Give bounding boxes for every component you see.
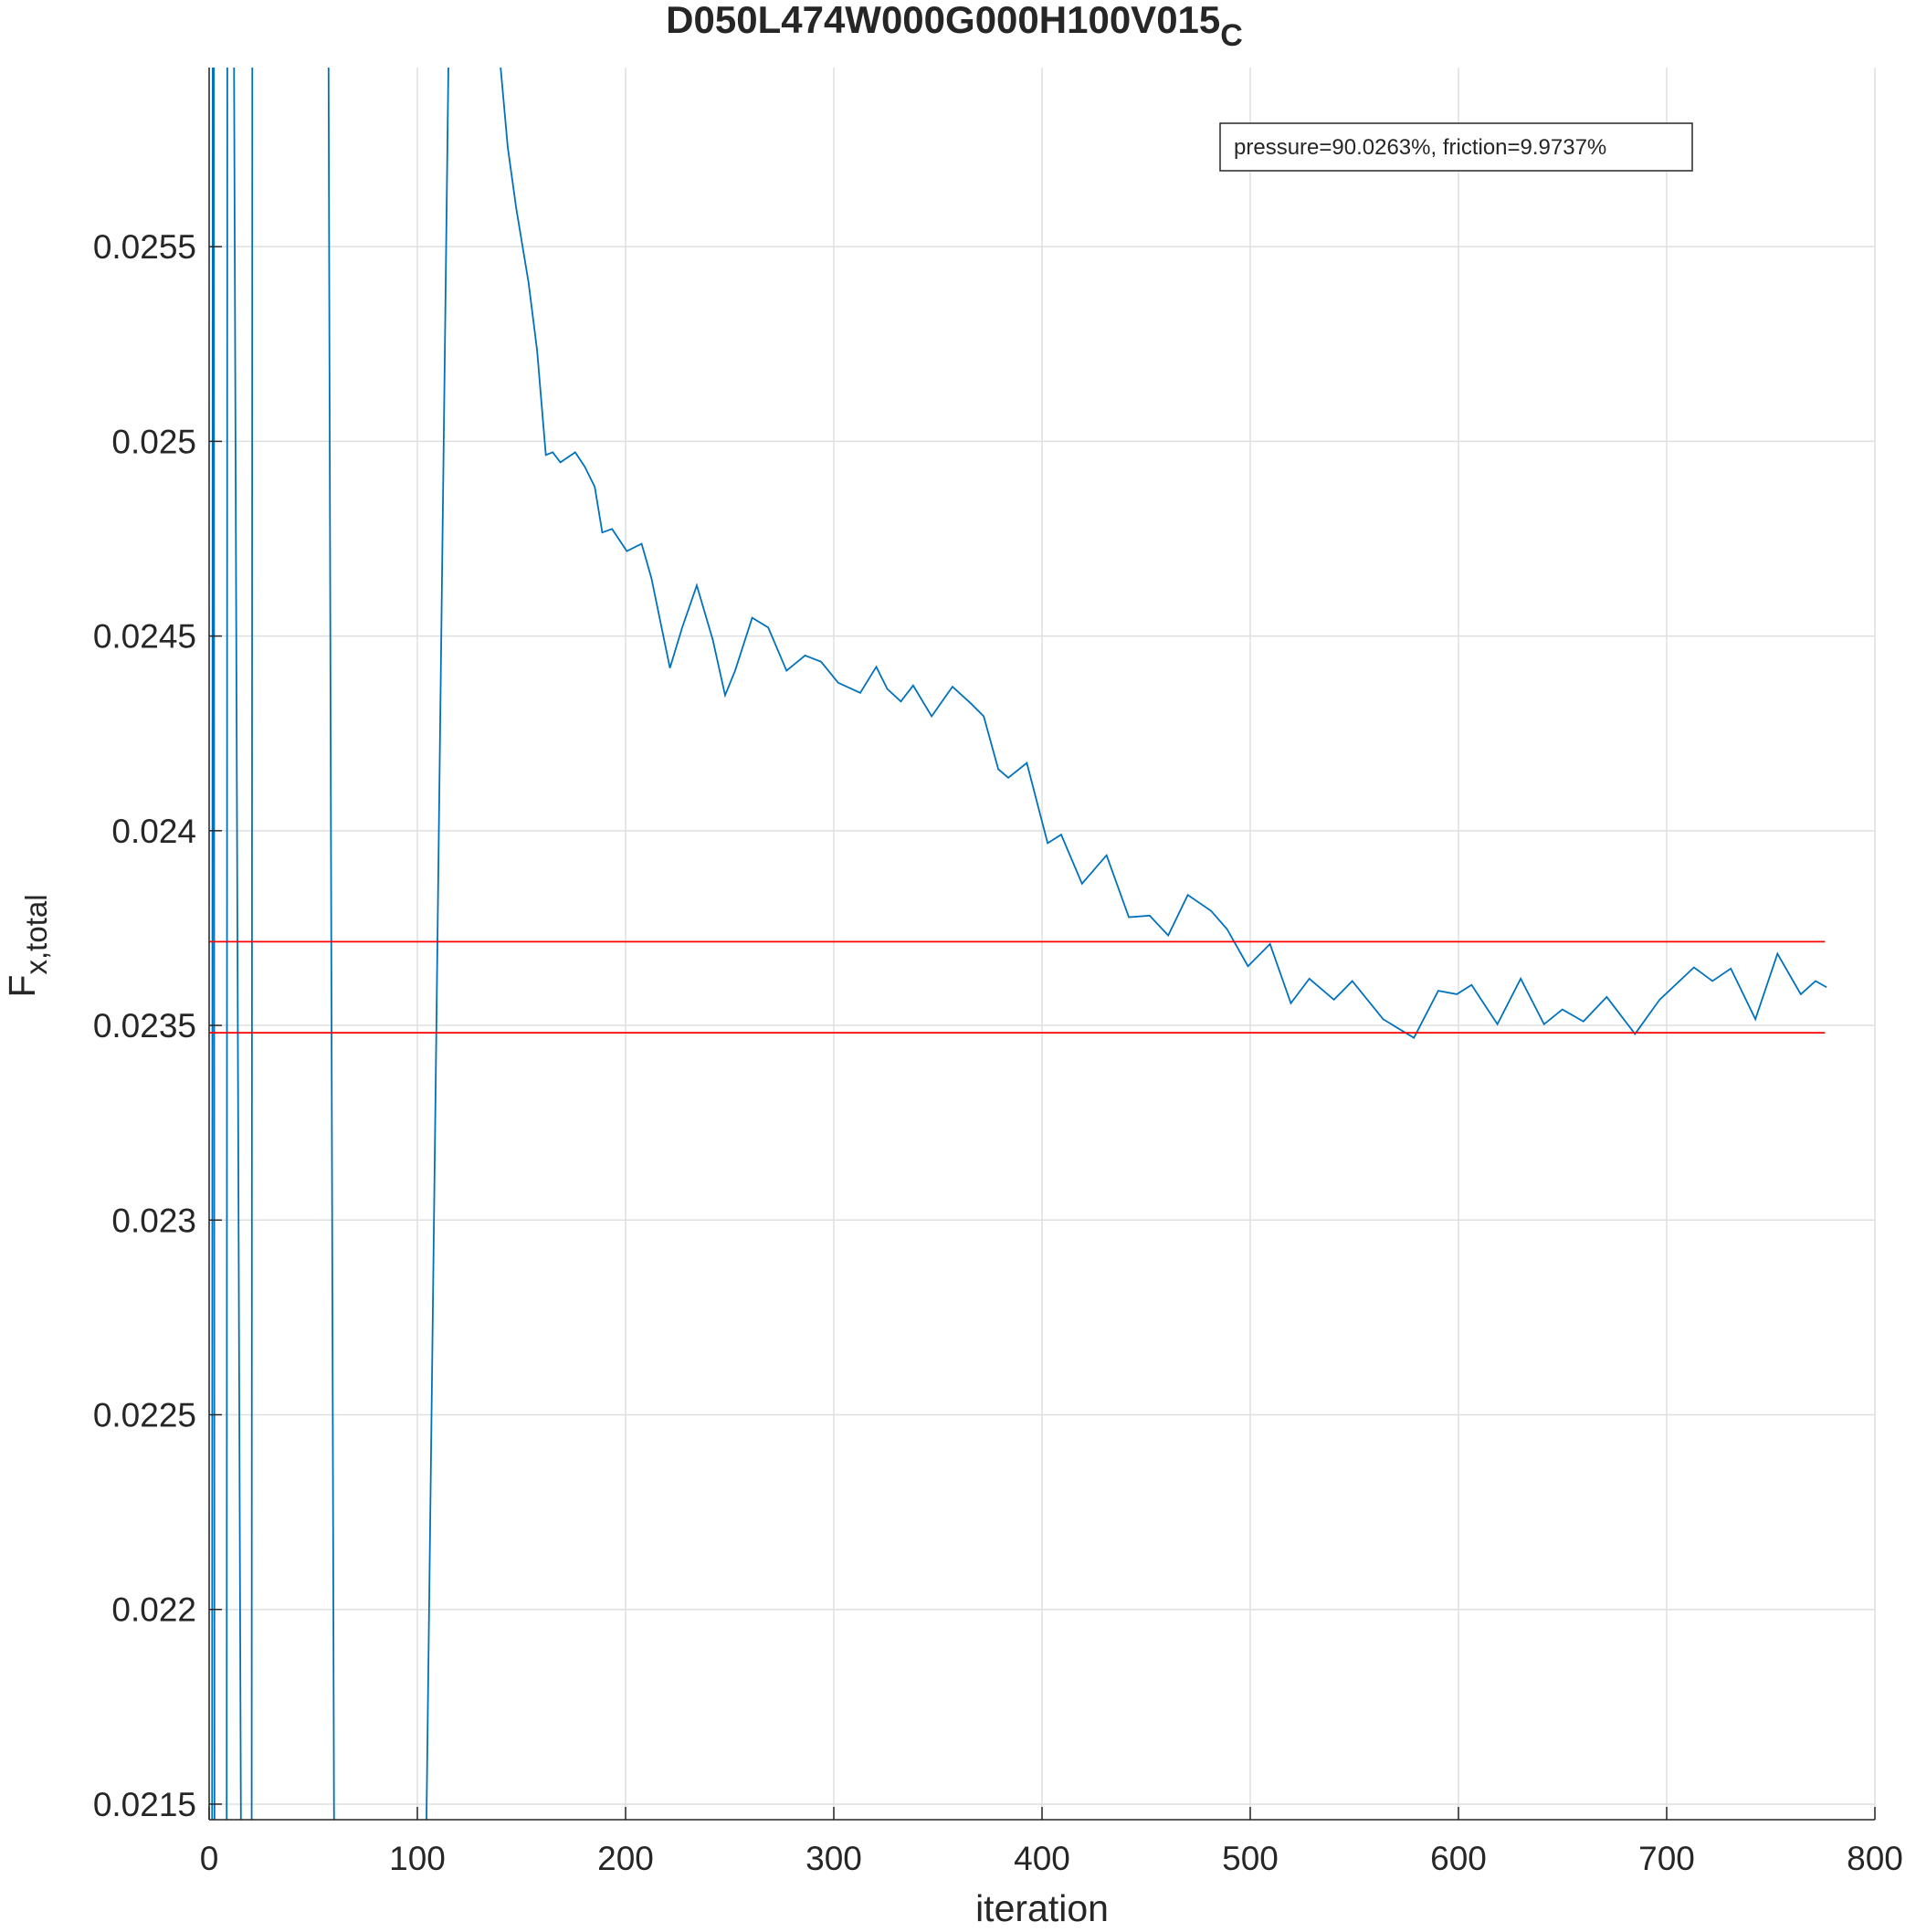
data-line (211, 68, 1827, 1820)
y-tick-label: 0.0215 (93, 1786, 196, 1823)
y-tick-label: 0.0225 (93, 1396, 196, 1433)
y-tick-label: 0.0255 (93, 228, 196, 266)
x-tick-label: 400 (1014, 1840, 1070, 1877)
axes: 0 100 200 300 400 500 600 700 800 0.0215 0.022 0.02… (93, 68, 1903, 1877)
x-axis-label: iteration (975, 1887, 1109, 1929)
x-tick-label: 700 (1638, 1840, 1695, 1877)
y-tick-label: 0.0245 (93, 618, 196, 656)
x-tick-label: 600 (1430, 1840, 1487, 1877)
annotation-box (1219, 122, 1693, 172)
x-tick-label: 300 (805, 1840, 862, 1877)
title-subscript: C (1220, 18, 1243, 53)
y-tick-label: 0.025 (111, 423, 196, 460)
y-label-main: F (1, 975, 43, 998)
title-main: D050L474W000G000H100V015 (666, 0, 1220, 41)
x-tick-label: 800 (1847, 1840, 1903, 1877)
y-tick-label: 0.023 (111, 1202, 196, 1239)
y-tick-label: 0.022 (111, 1591, 196, 1629)
y-label-subscript: x,total (19, 894, 53, 974)
plot-area (209, 68, 1827, 1820)
x-tick-label: 0 (200, 1840, 219, 1877)
x-tick-label: 500 (1222, 1840, 1279, 1877)
x-tick-label: 100 (389, 1840, 446, 1877)
chart-title: D050L474W000G000H100V015C (666, 0, 1243, 53)
y-tick-label: 0.0235 (93, 1007, 196, 1045)
y-tick-label: 0.024 (111, 813, 196, 850)
grid (208, 68, 1876, 1820)
y-axis-label: Fx,total (1, 894, 53, 997)
annotation: pressure=90.0263%, friction=9.9737% (1234, 135, 1606, 160)
x-tick-label: 200 (597, 1840, 654, 1877)
